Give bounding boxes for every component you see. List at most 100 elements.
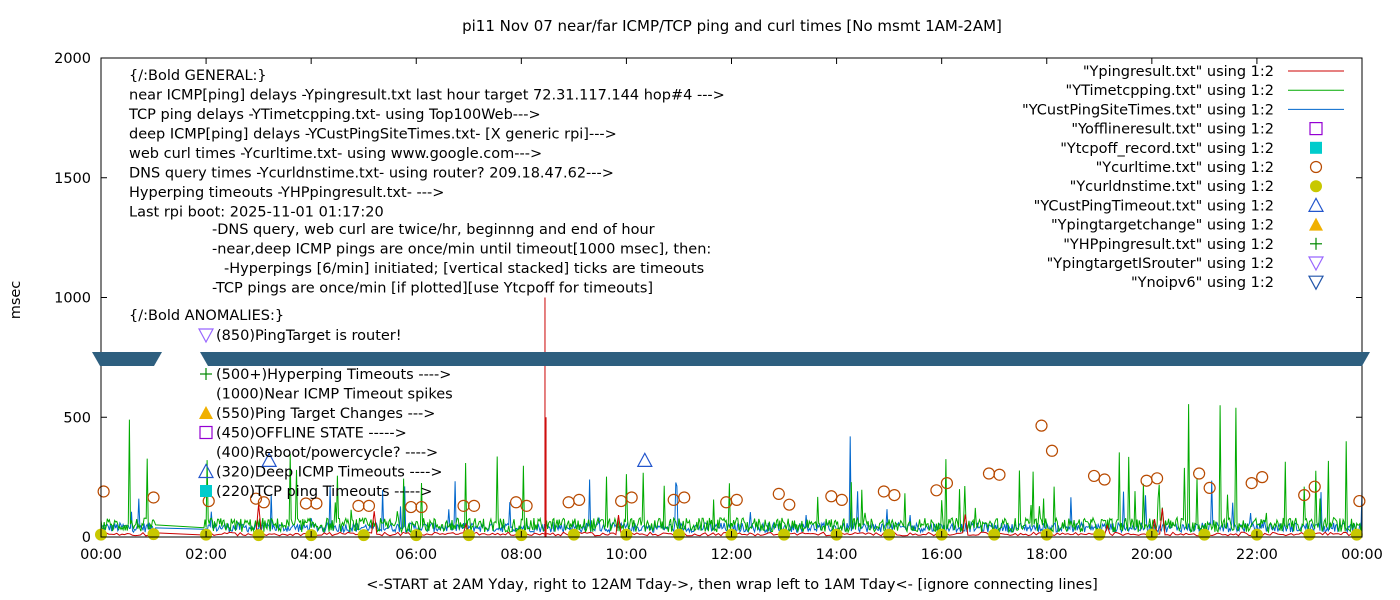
legend-swatch (1310, 237, 1322, 250)
legend-label: "Ycurldnstime.txt" using 1:2 (1070, 179, 1274, 195)
curl-time-point (1353, 494, 1366, 508)
legend-swatch (1307, 197, 1325, 212)
dns-time-point (1198, 528, 1211, 541)
annotation-general-line: web curl times -Ycurltime.txt- using www… (129, 146, 542, 162)
x-tick-label: 02:00 (185, 547, 227, 563)
x-tick-label: 06:00 (395, 547, 437, 563)
legend-label: "YTimetcpping.txt" using 1:2 (1066, 83, 1274, 99)
axis-break-left (92, 352, 162, 366)
x-tick-label: 22:00 (1236, 547, 1278, 563)
annotation-general-line: Last rpi boot: 2025-11-01 01:17:20 (129, 205, 384, 221)
annotation-anomaly-line: (1000)Near ICMP Timeout spikes (216, 387, 453, 403)
curl-time-point (249, 492, 263, 505)
curl-time-point (1045, 444, 1059, 457)
deep-icmp-timeout-point (636, 452, 653, 467)
annotation-general-line: DNS query times -Ycurldnstime.txt- using… (129, 166, 614, 182)
curl-time-point (202, 494, 215, 508)
annotation-note-line: -Hyperpings [6/min] initiated; [vertical… (224, 261, 704, 277)
anomaly-marker (197, 463, 215, 479)
legend-label: "Ytcpoff_record.txt" using 1:2 (1060, 141, 1274, 157)
x-ticks: 00:00 02:00 04:00 06:00 08:00 10:00 12:00 14:00… (80, 58, 1383, 563)
anomaly-marker (199, 425, 213, 440)
anomaly-marker (200, 485, 212, 497)
curl-time-point (940, 477, 954, 490)
anomaly-marker (197, 328, 215, 344)
curl-time-point (257, 496, 270, 509)
annotation-anomaly-line: (550)Ping Target Changes ---> (216, 406, 435, 422)
series-layer (100, 297, 1363, 537)
axis-break-band (200, 352, 1370, 366)
x-tick-label: 04:00 (290, 547, 332, 563)
legend-label: "Yofflineresult.txt" using 1:2 (1071, 122, 1274, 138)
curl-time-point (1087, 469, 1101, 483)
annotation-anomaly-line: (320)Deep ICMP Timeouts ----> (216, 465, 443, 481)
x-tick-label: 14:00 (816, 547, 858, 563)
curl-time-point (1298, 488, 1311, 502)
x-axis-label: <-START at 2AM Yday, right to 12AM Tday-… (366, 577, 1098, 593)
curl-time-point (772, 487, 785, 500)
curl-time-point (1245, 477, 1258, 490)
dns-time-point (883, 528, 896, 541)
annotation-anomaly-line: (850)PingTarget is router! (216, 328, 402, 344)
legend: "Ypingresult.txt" using 1:2 "YTimetcpping… (1022, 64, 1344, 291)
curl-time-point (520, 499, 533, 512)
annotation-anomaly-line: (400)Reboot/powercycle? ----> (216, 445, 438, 461)
legend-swatch (1310, 180, 1322, 193)
dns-time-point (672, 528, 685, 541)
dns-time-point (1303, 528, 1316, 541)
annotation-general-line: {/:Bold GENERAL:} (129, 68, 267, 84)
y-tick-label: 2000 (54, 51, 91, 67)
curl-time-point (147, 491, 160, 504)
annotation-anomaly-line: (500+)Hyperping Timeouts ----> (216, 367, 451, 383)
annotation-note-line: -TCP pings are once/min [if plotted][use… (212, 281, 653, 297)
deep-icmp-timeout-point (261, 452, 278, 467)
y-tick-label: 1000 (54, 291, 91, 307)
curl-time-point (835, 493, 848, 506)
curl-time-point (678, 491, 691, 504)
curl-time-point (1140, 474, 1153, 487)
annotation-note-line: -near,deep ICMP pings are once/min until… (212, 242, 711, 258)
curl-time-point (457, 499, 470, 512)
dns-time-point (988, 528, 1001, 541)
y-tick-label: 500 (63, 410, 91, 426)
chart-title: pi11 Nov 07 near/far ICMP/TCP ping and c… (462, 17, 1002, 35)
dns-time-point (1093, 528, 1106, 541)
curl-time-point (415, 500, 428, 514)
y-tick-label: 1500 (54, 171, 91, 187)
curl-time-point (877, 485, 890, 498)
curl-time-point (467, 499, 481, 512)
legend-swatch (1307, 256, 1325, 272)
curl-time-point (1150, 472, 1164, 485)
anomaly-marker (200, 368, 212, 380)
annotation-anomaly-line: (220)TCP ping Timeouts -----> (216, 484, 432, 500)
curl-time-point (362, 499, 376, 512)
annotation-general-line: TCP ping delays -YTimetcpping.txt- using… (128, 107, 541, 123)
legend-label: "Ynoipv6" using 1:2 (1131, 275, 1274, 291)
curl-time-point (625, 491, 638, 504)
legend-swatch (1309, 217, 1323, 231)
curl-time-point (1256, 471, 1269, 484)
dns-time-point (1350, 528, 1363, 541)
curl-time-point (730, 493, 743, 506)
annotation-general-line: Hyperping timeouts -YHPpingresult.txt- -… (129, 185, 444, 201)
dns-time-point (147, 528, 160, 541)
legend-label: "YpingtargetISrouter" using 1:2 (1047, 256, 1274, 272)
y-axis-label: msec (8, 281, 24, 320)
curl-time-point (1308, 480, 1321, 493)
x-tick-label: 12:00 (711, 547, 753, 563)
curl-time-point (993, 468, 1006, 481)
dns-time-point (357, 529, 370, 542)
legend-label: "Ypingresult.txt" using 1:2 (1083, 64, 1274, 80)
y-ticks: 0 500 1000 1500 2000 (54, 51, 1362, 546)
x-tick-label: 00:00 (1341, 547, 1383, 563)
curl-time-point (1098, 473, 1111, 486)
curl-time-point (1203, 481, 1216, 495)
anomaly-marker (199, 406, 213, 419)
dns-time-point (778, 528, 791, 541)
curl-time-point (825, 490, 838, 503)
legend-label: "Ypingtargetchange" using 1:2 (1051, 218, 1274, 234)
dns-time-point (462, 529, 475, 542)
series-tcp-ping-line (100, 404, 1363, 534)
curl-time-point (1035, 419, 1048, 432)
